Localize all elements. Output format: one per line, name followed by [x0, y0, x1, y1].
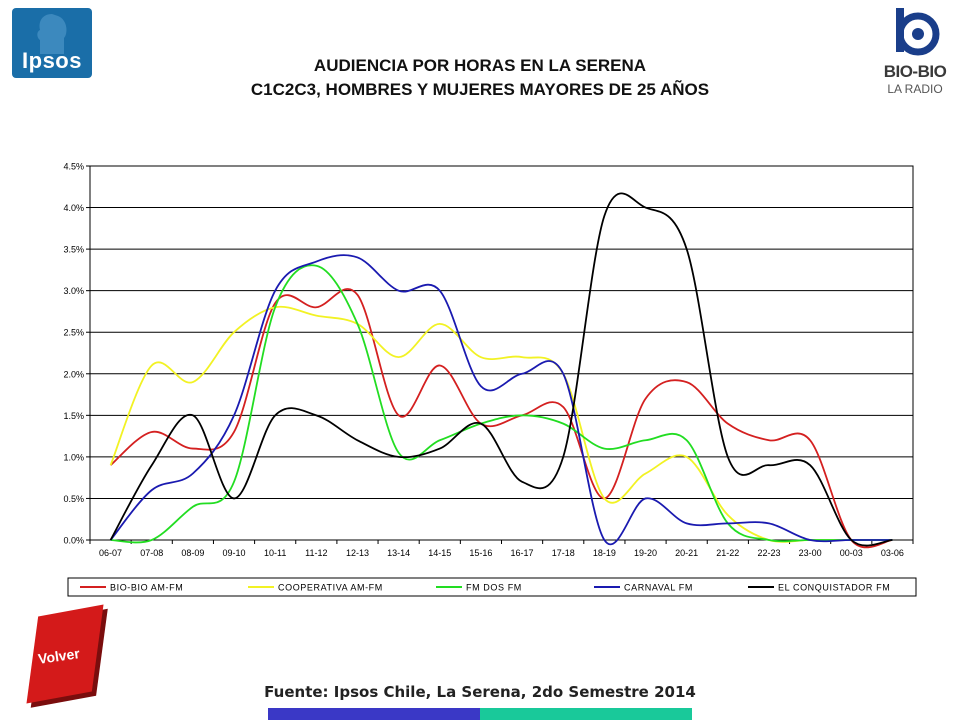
x-tick-label: 06-07: [99, 548, 122, 558]
chart-title-line1: AUDIENCIA POR HORAS EN LA SERENA: [313, 56, 647, 75]
gridlines: [89, 165, 914, 541]
x-tick-label: 16-17: [511, 548, 534, 558]
x-tick-label: 07-08: [140, 548, 163, 558]
x-tick-label: 15-16: [469, 548, 492, 558]
biobio-mark-icon: [896, 8, 940, 56]
legend-label: EL CONQUISTADOR FM: [778, 583, 890, 593]
ipsos-face-icon: [37, 14, 67, 54]
y-tick-label: 3.0%: [63, 286, 84, 296]
y-tick-label: 0.5%: [63, 494, 84, 504]
x-tick-label: 08-09: [181, 548, 204, 558]
legend: BIO-BIO AM-FM COOPERATIVA AM-FM FM DOS FM C…: [67, 577, 917, 597]
x-tick-label: 03-06: [881, 548, 904, 558]
plot-frame: [89, 165, 914, 541]
biobio-logo-name: BIO-BIO: [883, 62, 947, 81]
series-line-1: [109, 305, 893, 543]
series-lines: [109, 192, 893, 549]
legend-label: CARNAVAL FM: [624, 583, 693, 593]
x-tick-label: 17-18: [552, 548, 575, 558]
x-tick-label: 23-00: [799, 548, 822, 558]
chart-area: 0.0% 0.5% 1.0% 1.5% 2.0% 2.5% 3.0% 3.5% 4.0% 4.5%…: [40, 150, 920, 600]
y-tick-label: 1.0%: [63, 452, 84, 462]
x-tick-label: 22-23: [757, 548, 780, 558]
footer-bar-blue: [268, 708, 480, 720]
y-tick-label: 0.0%: [63, 536, 84, 546]
series-line-3: [109, 254, 893, 546]
x-tick-label: 14-15: [428, 548, 451, 558]
x-tick-label: 21-22: [716, 548, 739, 558]
line-chart: 0.0% 0.5% 1.0% 1.5% 2.0% 2.5% 3.0% 3.5% 4.0% 4.5%…: [63, 162, 917, 597]
x-tick-label: 19-20: [634, 548, 657, 558]
biobio-logo-subtitle: LA RADIO: [887, 82, 943, 96]
y-tick-label: 2.0%: [63, 369, 84, 379]
y-tick-label: 4.0%: [63, 203, 84, 213]
legend-label: COOPERATIVA AM-FM: [278, 583, 383, 593]
legend-label: BIO-BIO AM-FM: [110, 583, 183, 593]
volver-button[interactable]: Volver: [22, 604, 118, 704]
x-tick-label: 20-21: [675, 548, 698, 558]
y-tick-label: 2.5%: [63, 328, 84, 338]
y-tick-label: 1.5%: [63, 411, 84, 421]
ipsos-logo-text: Ipsos: [22, 48, 82, 73]
biobio-logo: BIO-BIO LA RADIO: [880, 6, 950, 106]
x-tick-label: 09-10: [223, 548, 246, 558]
x-tick-label: 00-03: [840, 548, 863, 558]
x-tick-label: 10-11: [264, 548, 286, 558]
source-note: Fuente: Ipsos Chile, La Serena, 2do Seme…: [264, 683, 696, 701]
y-tick-label: 4.5%: [63, 162, 84, 172]
x-tick-label: 18-19: [593, 548, 616, 558]
legend-box: [67, 577, 917, 597]
y-tick-label: 3.5%: [63, 245, 84, 255]
x-tick-label: 12-13: [346, 548, 369, 558]
axes: 0.0% 0.5% 1.0% 1.5% 2.0% 2.5% 3.0% 3.5% 4.0% 4.5%…: [63, 162, 914, 558]
series-line-4: [109, 192, 893, 547]
chart-title-line2: C1C2C3, HOMBRES Y MUJERES MAYORES DE 25 …: [250, 80, 710, 99]
series-line-0: [109, 288, 893, 549]
x-tick-label: 13-14: [387, 548, 410, 558]
footer-bar-green: [480, 708, 692, 720]
legend-label: FM DOS FM: [466, 583, 522, 593]
ipsos-logo: Ipsos: [12, 8, 92, 78]
x-tick-label: 11-12: [305, 548, 327, 558]
